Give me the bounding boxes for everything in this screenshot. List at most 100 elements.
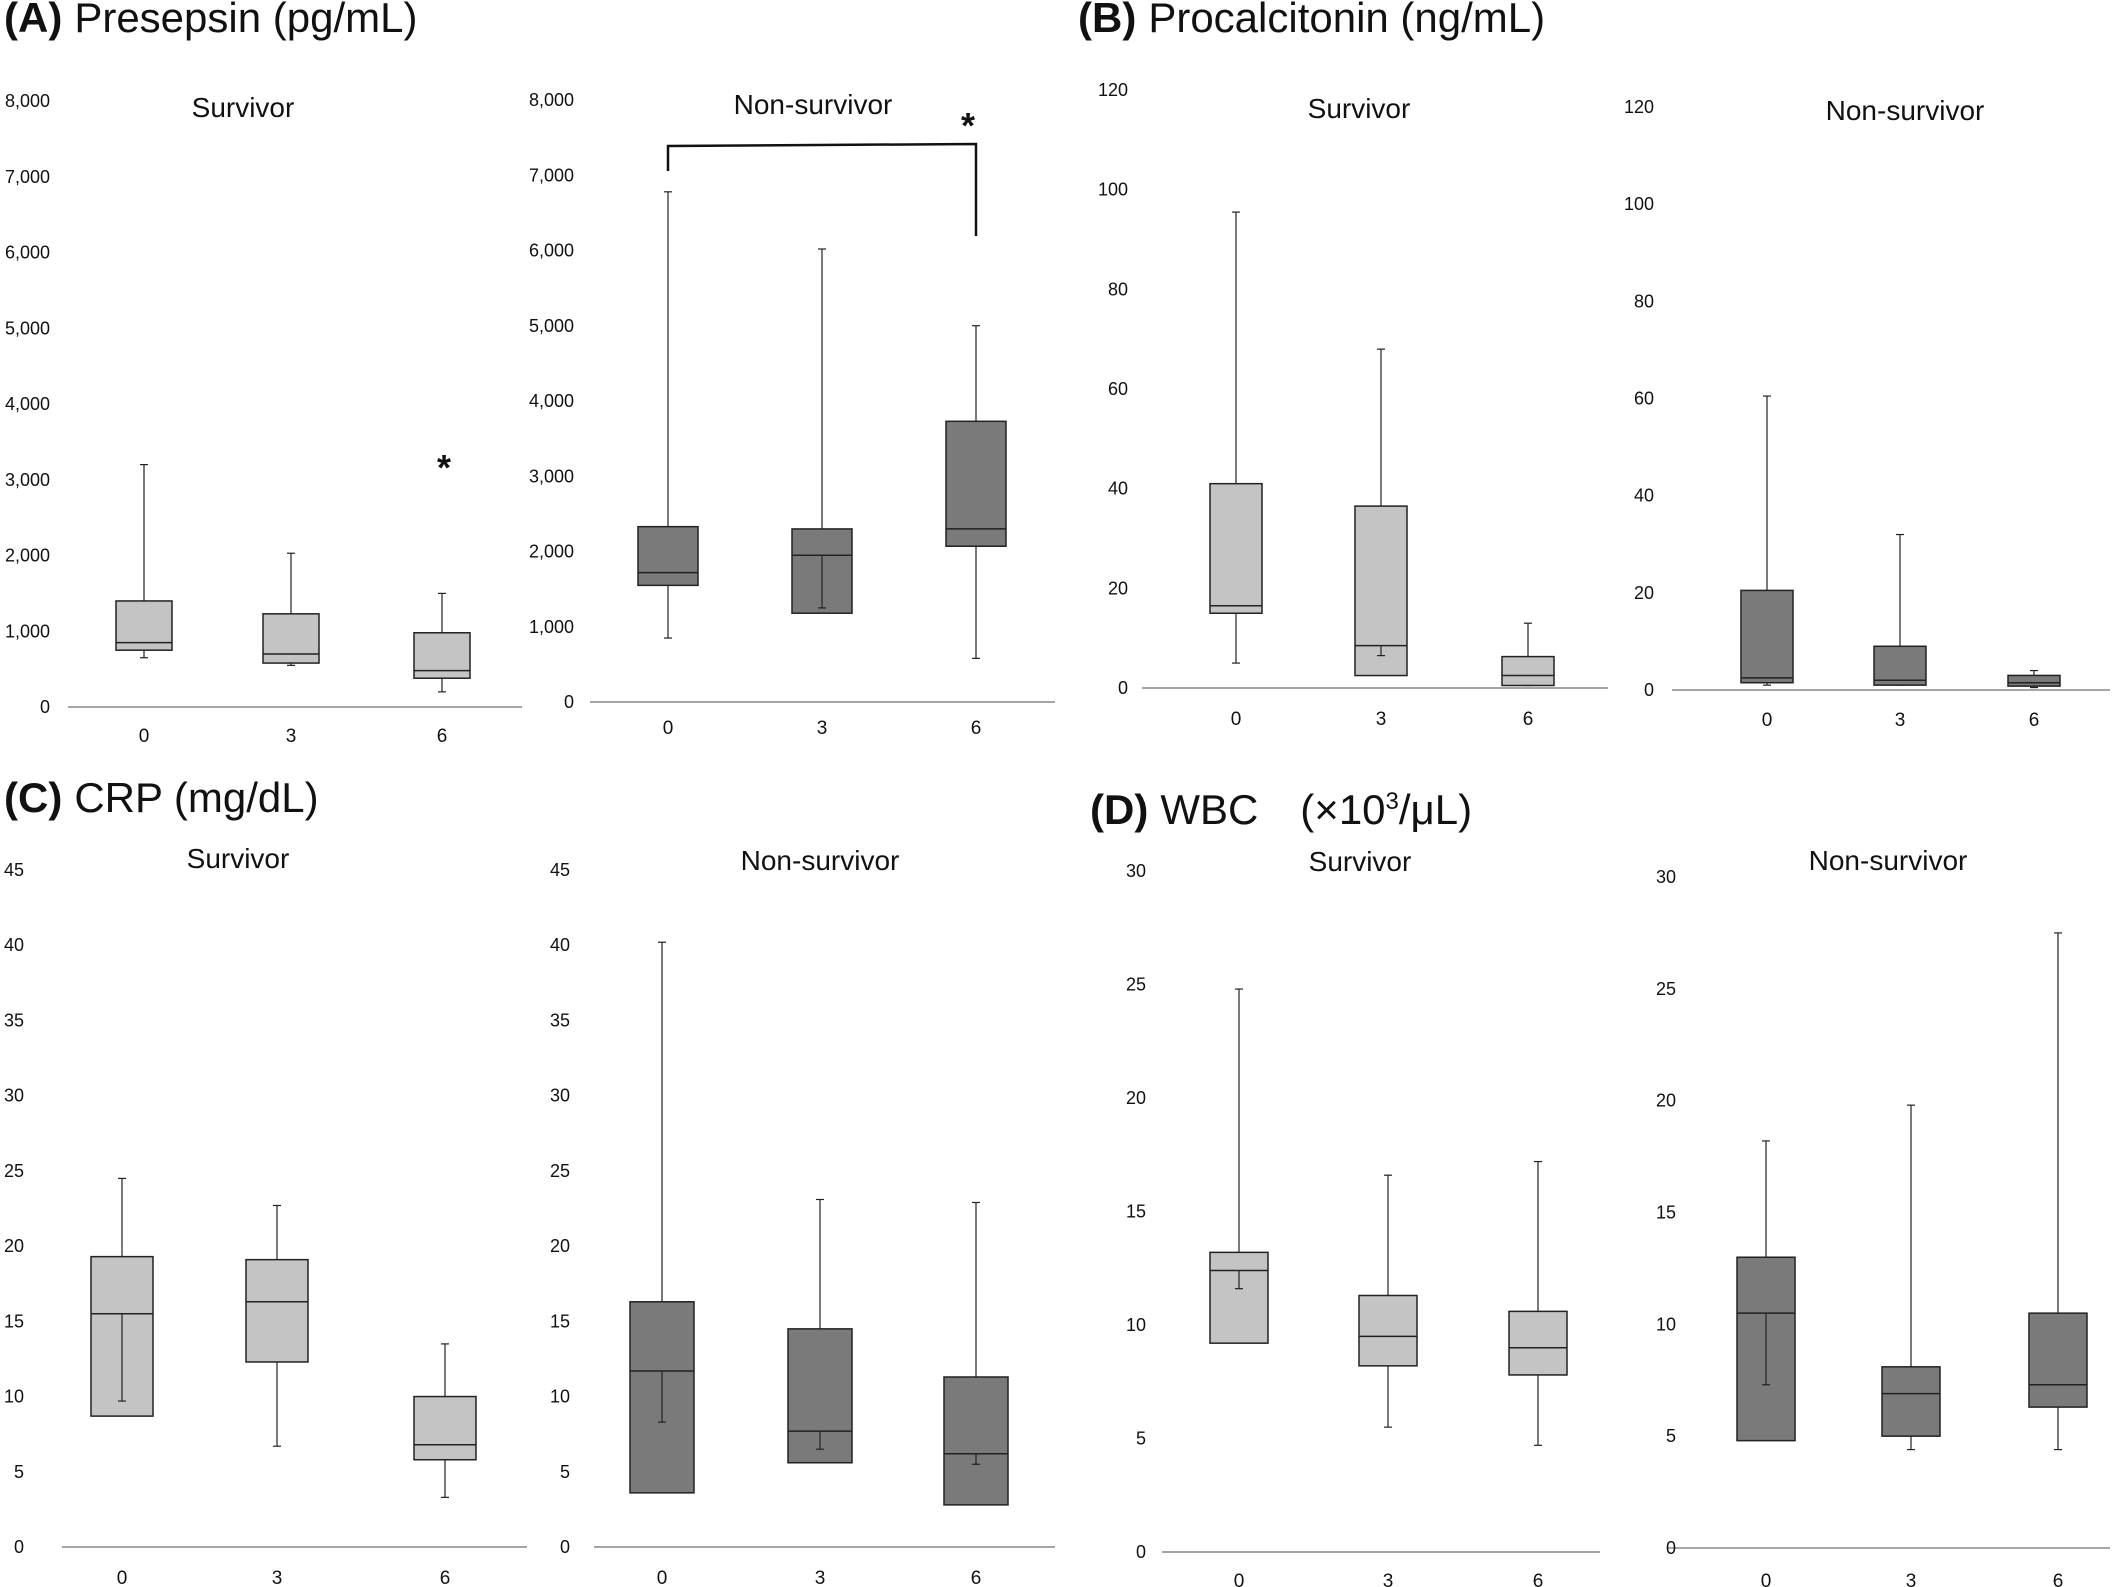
chart-1-ytick-label: 0 [40,697,50,717]
chart-1-title: Survivor [192,92,295,123]
chart-2-ytick-label: 0 [564,692,574,712]
chart-3-ytick-label: 120 [1098,80,1128,100]
chart-6-ytick-label: 0 [560,1537,570,1557]
chart-5-ytick-label: 10 [4,1387,24,1407]
chart-4-ytick-label: 80 [1634,291,1654,311]
panel-d-title: (D) WBC (×103/μL) [1090,776,1472,837]
chart-1-ytick-label: 7,000 [5,167,50,187]
chart-4-ytick-label: 40 [1634,486,1654,506]
chart-2-ytick-label: 2,000 [529,542,574,562]
chart-4-title: Non-survivor [1826,95,1985,126]
chart-5-ytick-label: 35 [4,1010,24,1030]
chart-5-title: Survivor [187,843,290,874]
panel-c-title: (C) CRP (mg/dL) [4,774,319,822]
chart-7-ytick-label: 0 [1136,1542,1146,1562]
chart-7-xtick-label: 6 [1533,1571,1544,1587]
chart-4-ytick-label: 100 [1624,194,1654,214]
panel-c-label: CRP (mg/dL) [74,774,319,821]
chart-1-ytick-label: 6,000 [5,243,50,263]
chart-1-ytick-label: 2,000 [5,546,50,566]
chart-6-xtick-label: 0 [657,1568,668,1587]
chart-4-xtick-label: 3 [1895,710,1906,731]
chart-5-ytick-label: 45 [4,860,24,880]
chart-4-ytick-label: 20 [1634,583,1654,603]
chart-8-ytick-label: 20 [1656,1091,1676,1111]
chart-7-ytick-label: 15 [1126,1202,1146,1222]
chart-6-ytick-label: 30 [550,1086,570,1106]
chart-5-ytick-label: 25 [4,1161,24,1181]
chart-8-xtick-label: 6 [2053,1571,2064,1587]
chart-2-ytick-label: 3,000 [529,466,574,486]
panel-d-label-sup: 3 [1385,788,1399,815]
chart-2-ytick-label: 8,000 [529,90,574,110]
chart-1-ytick-label: 3,000 [5,470,50,490]
chart-5-ytick-label: 0 [14,1537,24,1557]
chart-8-xtick-label: 3 [1906,1571,1917,1587]
panel-d-label-main: WBC (×10 [1160,786,1386,833]
chart-5-ytick-label: 30 [4,1086,24,1106]
chart-2-xtick-label: 0 [663,718,674,739]
panel-b-letter: (B) [1078,0,1137,41]
chart-2-xtick-label: 6 [971,718,982,739]
chart-5-ytick-label: 20 [4,1236,24,1256]
panel-a-label: Presepsin (pg/mL) [74,0,418,41]
chart-6-ytick-label: 25 [550,1161,570,1181]
chart-2-ytick-label: 5,000 [529,316,574,336]
panel-a-letter: (A) [4,0,63,41]
panel-a-title: (A) Presepsin (pg/mL) [4,0,417,42]
chart-2-ytick-label: 4,000 [529,391,574,411]
panel-b-title: (B) Procalcitonin (ng/mL) [1078,0,1545,42]
chart-1-ytick-label: 5,000 [5,318,50,338]
chart-5-ytick-label: 40 [4,935,24,955]
chart-4-xtick-label: 0 [1762,710,1773,731]
chart-3-title: Survivor [1308,93,1411,124]
chart-7-ytick-label: 5 [1136,1429,1146,1449]
chart-1-ytick-label: 8,000 [5,91,50,111]
chart-7-xtick-label: 0 [1234,1571,1245,1587]
chart-8-ytick-label: 15 [1656,1203,1676,1223]
chart-1-xtick-label: 3 [286,726,297,747]
chart-1-xtick-label: 0 [139,726,150,747]
chart-3-ytick-label: 20 [1108,578,1128,598]
chart-6-ytick-label: 45 [550,860,570,880]
panel-b-label: Procalcitonin (ng/mL) [1148,0,1546,41]
chart-2-ytick-label: 7,000 [529,165,574,185]
chart-7-ytick-label: 20 [1126,1088,1146,1108]
chart-4-box [1740,589,1794,684]
chart-8-ytick-label: 30 [1656,867,1676,887]
chart-4-ytick-label: 0 [1644,680,1654,700]
chart-3-ytick-label: 80 [1108,279,1128,299]
chart-2-ytick-label: 1,000 [529,617,574,637]
chart-3-xtick-label: 0 [1231,709,1242,730]
chart-6-ytick-label: 40 [550,935,570,955]
chart-6-ytick-label: 10 [550,1387,570,1407]
chart-6-xtick-label: 6 [971,1568,982,1587]
chart-7-ytick-label: 10 [1126,1315,1146,1335]
chart-4-ytick-label: 120 [1624,97,1654,117]
chart-5-ytick-label: 15 [4,1311,24,1331]
chart-6-ytick-label: 15 [550,1311,570,1331]
chart-5-xtick-label: 0 [117,1568,128,1587]
chart-5-box [245,1258,309,1363]
chart-8-box [2028,1312,2088,1408]
chart-6-ytick-label: 35 [550,1010,570,1030]
chart-2-xtick-label: 3 [817,718,828,739]
chart-2-significance-star: * [961,105,975,146]
chart-5-xtick-label: 6 [440,1568,451,1587]
chart-2-ytick-label: 6,000 [529,241,574,261]
chart-1-significance-star: * [437,447,451,488]
chart-6-box [943,1376,1009,1506]
chart-2-significance-bracket [666,142,978,236]
chart-7-ytick-label: 30 [1126,861,1146,881]
chart-6-title: Non-survivor [741,845,900,876]
chart-4-box [1873,645,1927,686]
chart-1-ytick-label: 1,000 [5,621,50,641]
chart-8-xtick-label: 0 [1761,1571,1772,1587]
chart-5-xtick-label: 3 [272,1568,283,1587]
chart-7-title: Survivor [1309,846,1412,877]
chart-3-ytick-label: 0 [1118,678,1128,698]
chart-7-box [1508,1310,1568,1376]
chart-3-xtick-label: 3 [1376,709,1387,730]
chart-8-ytick-label: 0 [1666,1538,1676,1558]
